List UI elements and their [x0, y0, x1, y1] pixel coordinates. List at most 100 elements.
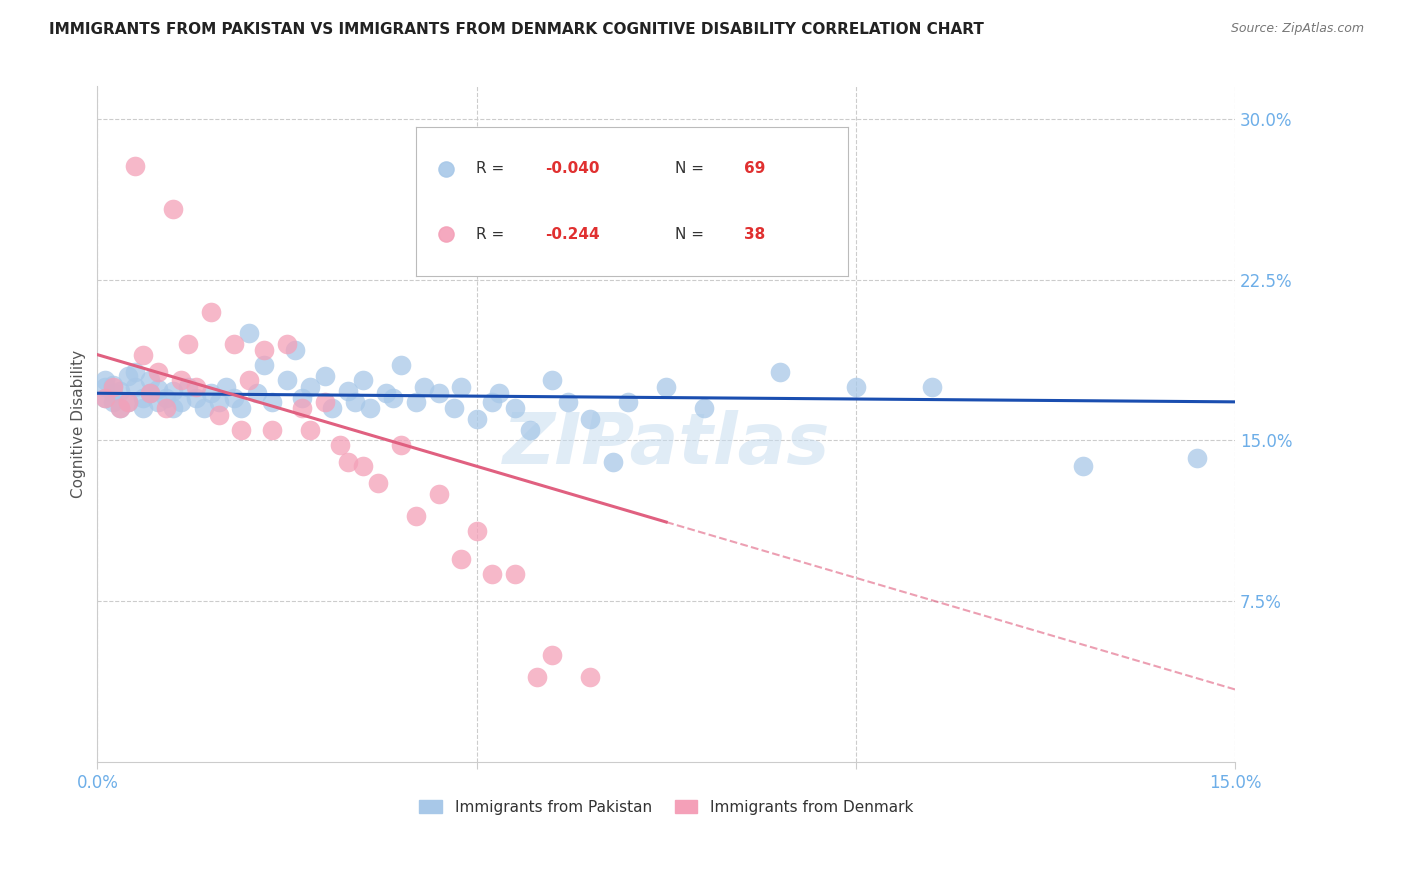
Point [845, 380, 868, 394]
Point [541, 648, 564, 662]
Point [655, 380, 678, 394]
Point [200, 386, 222, 401]
Point [208, 408, 231, 422]
Point [222, 337, 245, 351]
Point [162, 202, 184, 216]
Point [314, 369, 336, 384]
Point [177, 380, 200, 394]
Point [336, 384, 359, 398]
Point [481, 566, 503, 581]
Point [155, 391, 177, 405]
Point [427, 386, 450, 401]
Point [101, 386, 124, 401]
Point [94, 373, 117, 387]
Point [231, 401, 253, 416]
Point [519, 423, 541, 437]
Point [427, 487, 450, 501]
Point [124, 365, 146, 379]
Point [146, 382, 169, 396]
Point [503, 401, 526, 416]
Point [526, 670, 548, 684]
Point [162, 384, 184, 398]
Point [108, 401, 131, 416]
Point [117, 395, 139, 409]
Point [184, 380, 207, 394]
Point [921, 380, 943, 394]
Point [253, 343, 276, 358]
Point [389, 438, 412, 452]
Point [481, 395, 503, 409]
Point [374, 386, 396, 401]
Legend: Immigrants from Pakistan, Immigrants from Denmark: Immigrants from Pakistan, Immigrants fro… [412, 792, 921, 822]
Point [344, 395, 367, 409]
Point [101, 395, 124, 409]
Point [389, 359, 412, 373]
Point [124, 380, 146, 394]
Point [291, 401, 314, 416]
Point [170, 395, 193, 409]
Point [238, 326, 260, 341]
Point [139, 386, 162, 401]
Point [162, 401, 184, 416]
Point [94, 391, 117, 405]
Point [579, 670, 602, 684]
Point [329, 438, 352, 452]
Point [693, 401, 716, 416]
Point [200, 304, 222, 318]
Point [617, 395, 640, 409]
Text: Source: ZipAtlas.com: Source: ZipAtlas.com [1230, 22, 1364, 36]
Point [352, 459, 374, 474]
Point [276, 373, 298, 387]
Point [132, 348, 155, 362]
Point [215, 380, 238, 394]
Point [405, 395, 427, 409]
Point [541, 373, 564, 387]
Point [450, 380, 472, 394]
Point [139, 373, 162, 387]
Point [94, 380, 117, 394]
Point [170, 373, 193, 387]
Point [291, 391, 314, 405]
Point [246, 386, 269, 401]
Text: IMMIGRANTS FROM PAKISTAN VS IMMIGRANTS FROM DENMARK COGNITIVE DISABILITY CORRELA: IMMIGRANTS FROM PAKISTAN VS IMMIGRANTS F… [49, 22, 984, 37]
Point [465, 412, 488, 426]
Point [405, 508, 427, 523]
Point [101, 377, 124, 392]
Text: ZIPatlas: ZIPatlas [502, 410, 830, 479]
Point [276, 337, 298, 351]
Point [222, 391, 245, 405]
Point [769, 365, 792, 379]
Point [1073, 459, 1095, 474]
Point [336, 455, 359, 469]
Point [124, 159, 146, 173]
Point [443, 401, 465, 416]
Point [367, 476, 389, 491]
Point [108, 401, 131, 416]
Point [1185, 450, 1208, 465]
Point [193, 401, 215, 416]
Point [321, 401, 343, 416]
Point [108, 384, 131, 398]
Point [139, 386, 162, 401]
Point [117, 369, 139, 384]
Point [260, 395, 283, 409]
Point [155, 401, 177, 416]
Point [352, 373, 374, 387]
Point [602, 455, 624, 469]
Point [238, 373, 260, 387]
Point [314, 395, 336, 409]
Point [412, 380, 434, 394]
Point [146, 395, 169, 409]
Point [359, 401, 381, 416]
Point [260, 423, 283, 437]
Point [132, 401, 155, 416]
Point [450, 551, 472, 566]
Point [253, 359, 276, 373]
Point [94, 391, 117, 405]
Point [184, 391, 207, 405]
Point [579, 412, 602, 426]
Point [177, 337, 200, 351]
Point [298, 380, 321, 394]
Point [117, 395, 139, 409]
Point [132, 391, 155, 405]
